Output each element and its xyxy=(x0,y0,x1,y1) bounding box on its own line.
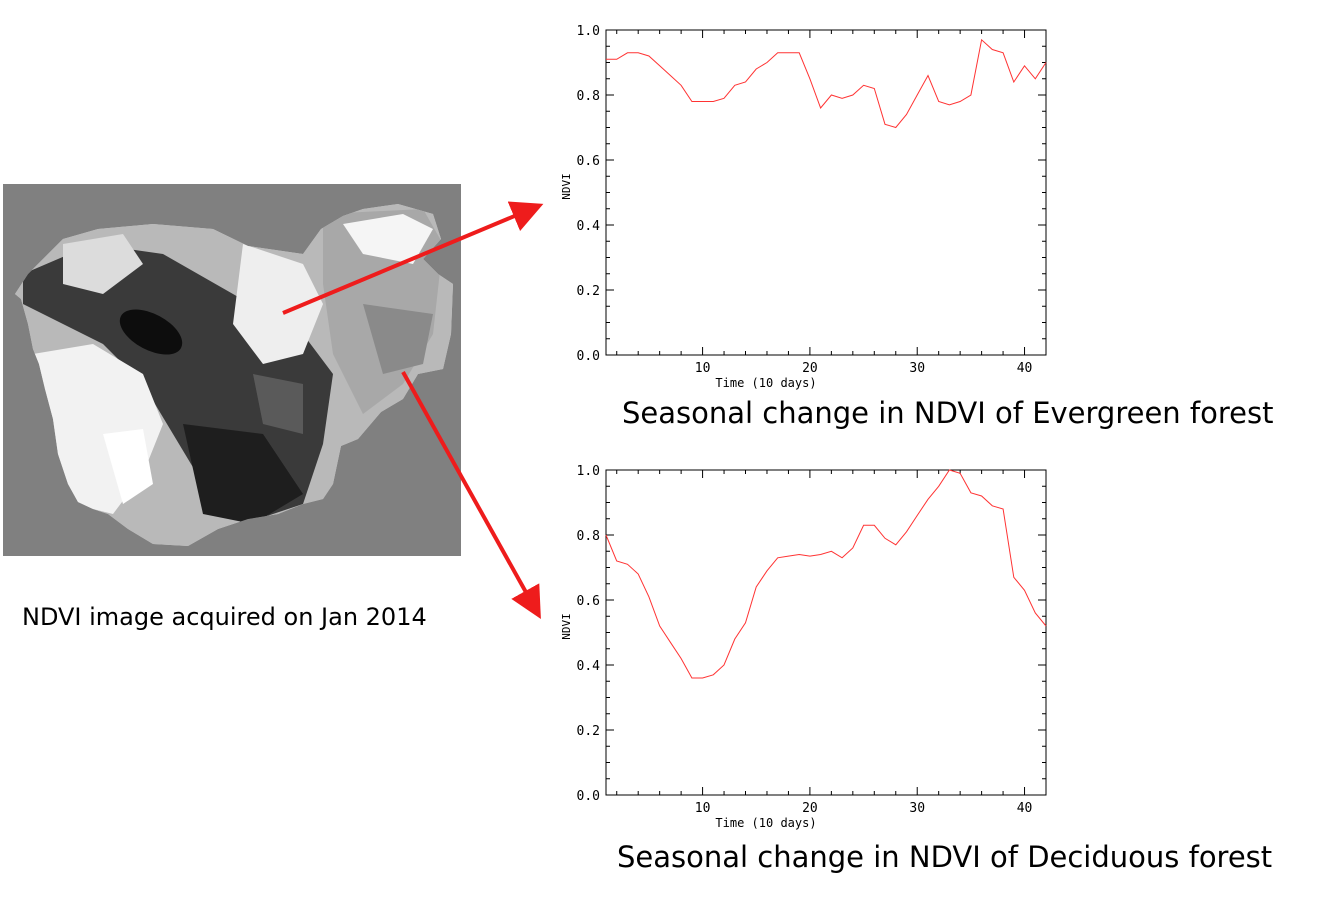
y-axis-label: NDVI xyxy=(560,613,573,640)
y-axis-label: NDVI xyxy=(560,173,573,200)
y-tick-label: 0.6 xyxy=(577,154,600,169)
x-tick-label: 10 xyxy=(695,801,711,816)
cambodia-map-drawing xyxy=(15,204,453,546)
x-tick-label: 20 xyxy=(802,801,818,816)
ndvi-map-image xyxy=(3,184,461,556)
x-tick-label: 20 xyxy=(802,361,818,376)
deciduous-chart-caption: Seasonal change in NDVI of Deciduous for… xyxy=(617,840,1273,874)
ndvi-series-line xyxy=(606,38,1047,129)
x-axis-label: Time (10 days) xyxy=(715,816,816,830)
x-axis-label: Time (10 days) xyxy=(715,376,816,390)
y-tick-label: 0.6 xyxy=(577,594,600,609)
ndvi-series-line xyxy=(605,469,1047,679)
y-tick-label: 0.2 xyxy=(577,284,600,299)
y-tick-label: 0.0 xyxy=(577,789,600,804)
x-tick-label: 40 xyxy=(1017,801,1033,816)
y-tick-label: 0.8 xyxy=(577,529,600,544)
x-tick-label: 10 xyxy=(695,361,711,376)
x-tick-label: 40 xyxy=(1017,361,1033,376)
map-caption: NDVI image acquired on Jan 2014 xyxy=(22,603,427,631)
arrow-to-evergreen-chart xyxy=(282,201,544,315)
y-tick-label: 0.2 xyxy=(577,724,600,739)
deciduous-ndvi-chart: 10 20 30 40 0.0 0.2 0.4 0.6 0.8 1.0 Time (10 days)… xyxy=(560,464,1047,830)
x-tick-label: 30 xyxy=(909,801,925,816)
y-tick-label: 1.0 xyxy=(577,24,600,39)
y-tick-label: 0.8 xyxy=(577,89,600,104)
y-tick-label: 0.4 xyxy=(577,659,601,674)
y-tick-label: 1.0 xyxy=(577,464,600,479)
arrow-to-deciduous-chart xyxy=(401,371,541,619)
evergreen-ndvi-chart: 10 20 30 40 0.0 0.2 0.4 0.6 0.8 1.0 Time (10 days)… xyxy=(560,24,1047,390)
x-tick-label: 30 xyxy=(909,361,925,376)
y-tick-label: 0.4 xyxy=(577,219,601,234)
y-tick-label: 0.0 xyxy=(577,349,600,364)
evergreen-chart-caption: Seasonal change in NDVI of Evergreen for… xyxy=(622,396,1274,430)
